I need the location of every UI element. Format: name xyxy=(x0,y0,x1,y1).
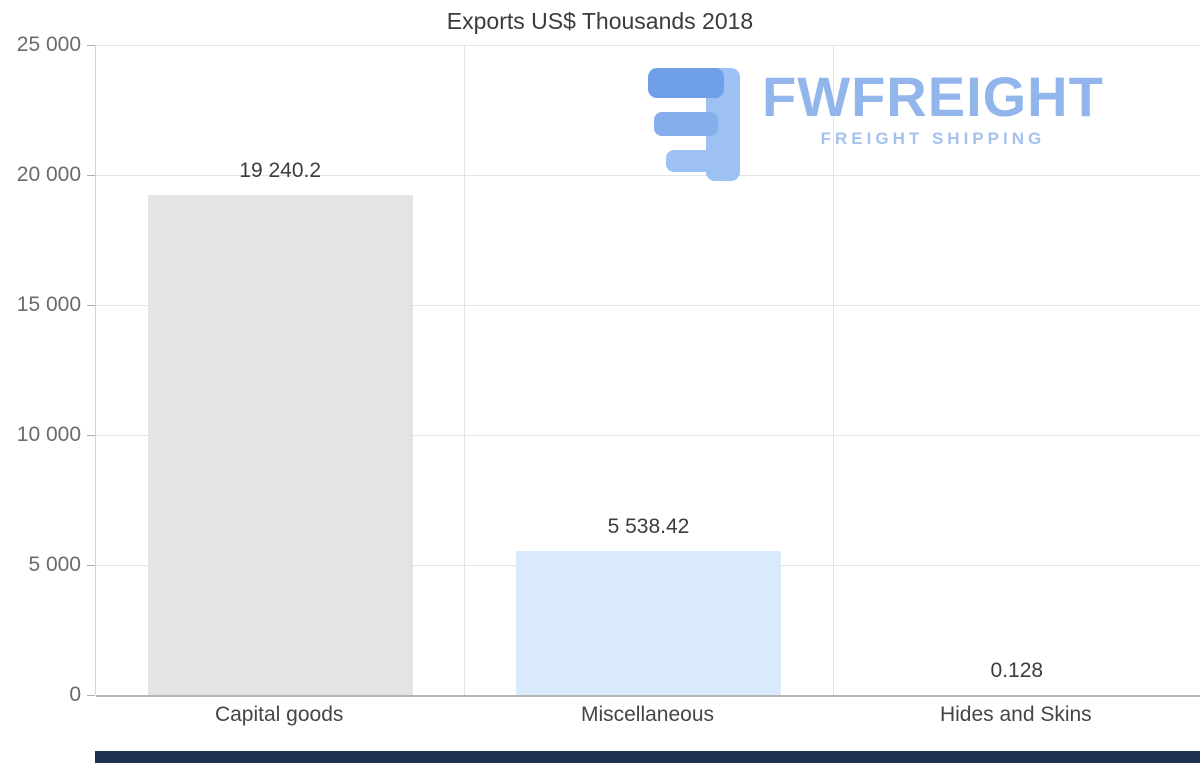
fwfreight-logo-icon xyxy=(648,68,748,186)
bar-value-label: 5 538.42 xyxy=(607,515,690,539)
gridline xyxy=(96,435,1200,436)
bar-slot-capital-goods: 19 240.2 xyxy=(96,45,464,695)
logo-text-block: FWFREIGHT FREIGHT SHIPPING xyxy=(762,65,1104,149)
y-tick-mark xyxy=(87,174,95,176)
bar-slot-hides-and-skins: 0.128 xyxy=(833,45,1200,695)
y-tick-mark xyxy=(87,304,95,306)
gridline xyxy=(832,45,834,695)
fwfreight-logo[interactable]: FWFREIGHT FREIGHT SHIPPING xyxy=(648,65,1104,186)
plot-area: 19 240.2 5 538.42 0.128 xyxy=(95,45,1200,697)
bar-value-label: 19 240.2 xyxy=(239,158,322,182)
bar-slot-miscellaneous: 5 538.42 xyxy=(464,45,832,695)
y-tick-label: 25 000 xyxy=(16,33,81,56)
logo-tagline-text: FREIGHT SHIPPING xyxy=(820,128,1046,148)
y-tick: 15 000 xyxy=(0,293,95,317)
y-tick-mark xyxy=(87,434,95,436)
y-tick-label: 20 000 xyxy=(16,163,81,186)
y-tick-mark xyxy=(87,44,95,46)
y-tick-label: 5 000 xyxy=(28,553,81,576)
x-label-capital-goods: Capital goods xyxy=(214,703,344,726)
y-tick-label: 0 xyxy=(69,683,81,706)
chart-title: Exports US$ Thousands 2018 xyxy=(446,8,754,34)
gridline xyxy=(96,305,1200,306)
gridline xyxy=(464,45,466,695)
y-tick: 20 000 xyxy=(0,163,95,187)
bar-miscellaneous[interactable] xyxy=(515,551,782,695)
footer-strip xyxy=(95,751,1200,763)
gridline xyxy=(96,175,1200,176)
x-axis-labels: Capital goods Miscellaneous Hides and Sk… xyxy=(95,703,1200,727)
y-tick-label: 10 000 xyxy=(16,423,81,446)
y-tick: 0 xyxy=(0,683,95,707)
y-tick-mark xyxy=(87,564,95,566)
y-axis: 25 000 20 000 15 000 10 000 5 000 0 xyxy=(0,33,95,706)
x-label-hides-and-skins: Hides and Skins xyxy=(939,703,1092,726)
y-tick-label: 15 000 xyxy=(16,293,81,316)
x-label-miscellaneous: Miscellaneous xyxy=(580,703,715,726)
logo-brand-text: FWFREIGHT xyxy=(762,65,1104,128)
y-tick-mark xyxy=(87,694,95,696)
bar-value-label: 0.128 xyxy=(990,659,1044,682)
bar-capital-goods[interactable] xyxy=(147,194,413,695)
y-tick: 5 000 xyxy=(0,553,95,577)
x-axis-line xyxy=(96,695,1200,697)
gridline xyxy=(96,45,1200,46)
y-tick: 25 000 xyxy=(0,33,95,57)
y-tick: 10 000 xyxy=(0,423,95,447)
